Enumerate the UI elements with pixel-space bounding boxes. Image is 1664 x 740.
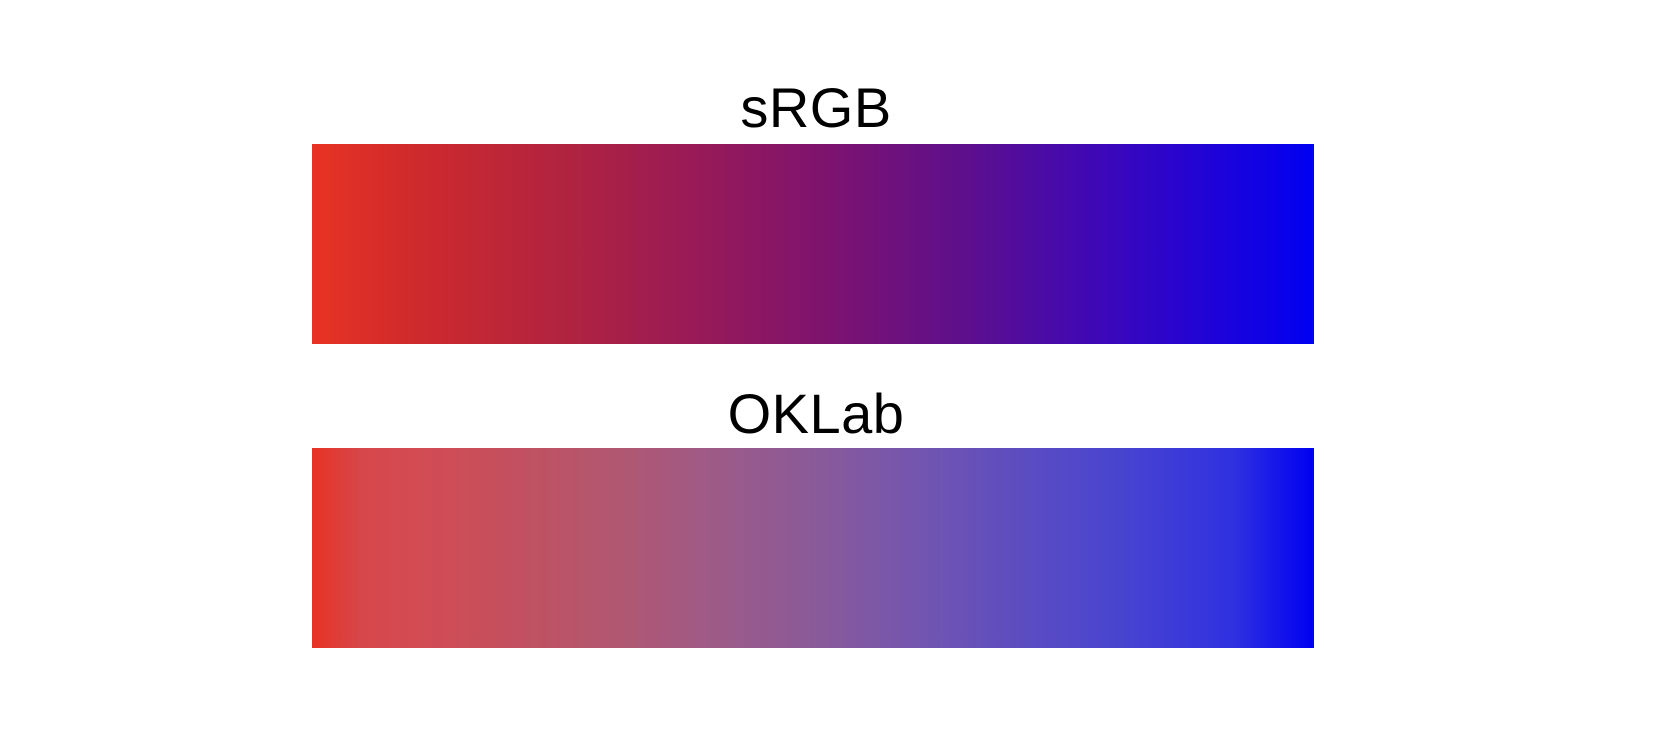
- oklab-gradient-title: OKLab: [0, 382, 1632, 446]
- oklab-gradient-swatch: [312, 448, 1314, 648]
- srgb-gradient-swatch: [312, 144, 1314, 344]
- srgb-gradient-title: sRGB: [0, 76, 1632, 140]
